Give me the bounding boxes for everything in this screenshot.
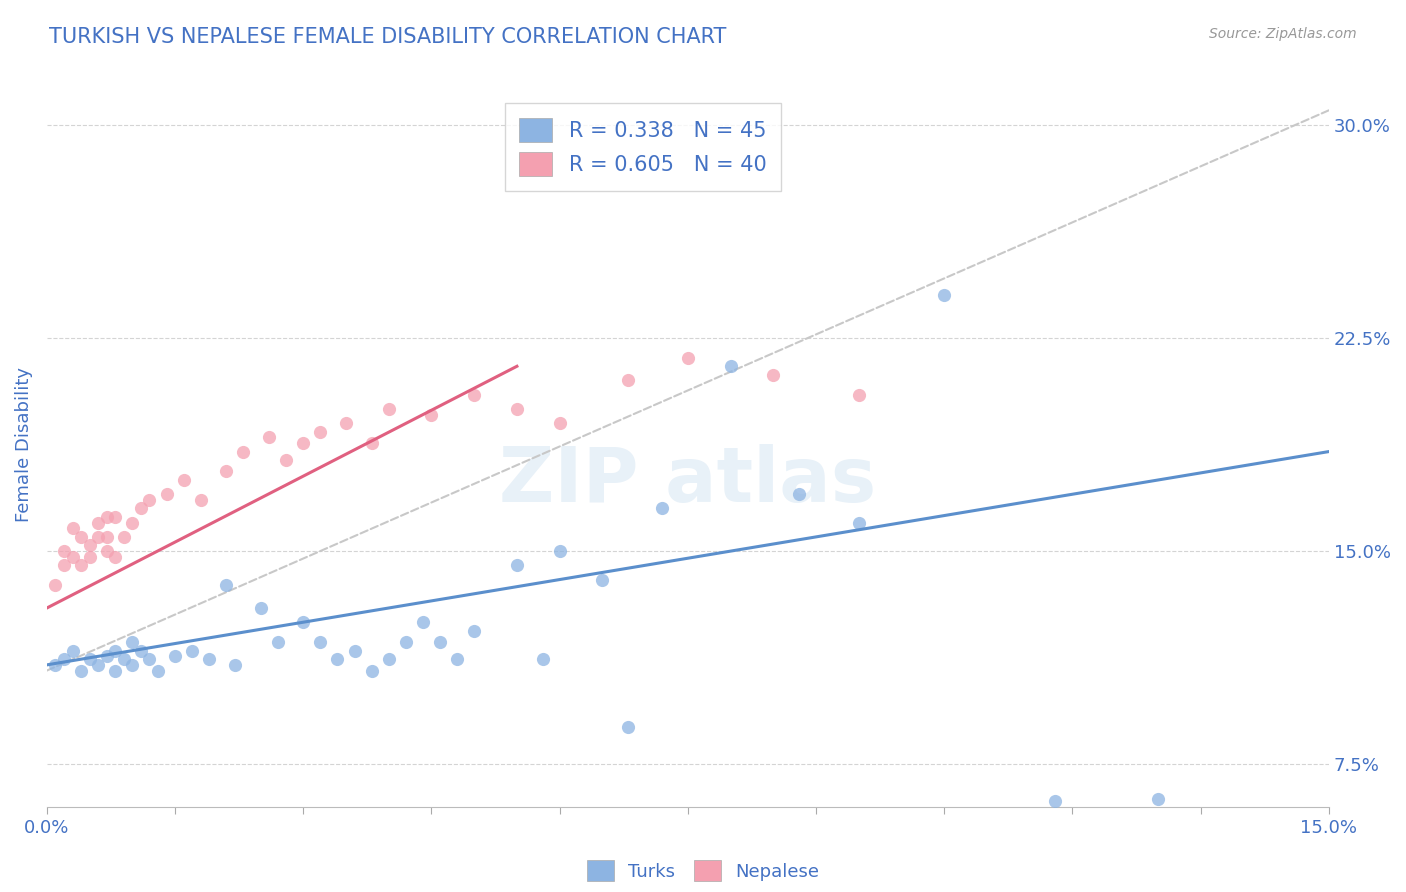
Point: [146, 664, 169, 678]
Point: [651, 501, 673, 516]
Text: TURKISH VS NEPALESE FEMALE DISABILITY CORRELATION CHART: TURKISH VS NEPALESE FEMALE DISABILITY CO…: [49, 27, 727, 46]
Point: [506, 401, 529, 416]
Point: [215, 578, 238, 592]
Point: [420, 408, 443, 422]
Point: [377, 401, 399, 416]
Point: [446, 652, 468, 666]
Point: [309, 425, 332, 439]
Point: [155, 487, 177, 501]
Point: [138, 652, 160, 666]
Point: [53, 544, 76, 558]
Point: [62, 549, 84, 564]
Point: [463, 388, 485, 402]
Point: [112, 652, 135, 666]
Point: [548, 416, 571, 430]
Y-axis label: Female Disability: Female Disability: [15, 367, 32, 522]
Point: [44, 657, 66, 672]
Point: [121, 635, 143, 649]
Point: [79, 538, 101, 552]
Point: [292, 615, 315, 630]
Point: [165, 649, 187, 664]
Point: [96, 510, 118, 524]
Point: [276, 453, 298, 467]
Point: [121, 657, 143, 672]
Point: [181, 643, 204, 657]
Point: [506, 558, 529, 573]
Point: [617, 374, 640, 388]
Legend: Turks, Nepalese: Turks, Nepalese: [579, 853, 827, 888]
Text: Source: ZipAtlas.com: Source: ZipAtlas.com: [1209, 27, 1357, 41]
Point: [720, 359, 742, 374]
Point: [232, 444, 254, 458]
Point: [676, 351, 699, 365]
Point: [173, 473, 195, 487]
Point: [343, 643, 366, 657]
Point: [104, 549, 127, 564]
Point: [257, 430, 280, 444]
Point: [70, 558, 93, 573]
Point: [87, 530, 110, 544]
Point: [548, 544, 571, 558]
Point: [79, 652, 101, 666]
Point: [429, 635, 451, 649]
Point: [309, 635, 332, 649]
Point: [129, 501, 152, 516]
Point: [190, 492, 212, 507]
Point: [412, 615, 434, 630]
Point: [96, 530, 118, 544]
Point: [531, 652, 554, 666]
Point: [87, 657, 110, 672]
Point: [96, 649, 118, 664]
Point: [62, 521, 84, 535]
Point: [96, 544, 118, 558]
Point: [1147, 791, 1170, 805]
Point: [762, 368, 785, 382]
Point: [1045, 794, 1067, 808]
Point: [377, 652, 399, 666]
Point: [104, 643, 127, 657]
Point: [787, 487, 810, 501]
Point: [53, 652, 76, 666]
Point: [62, 643, 84, 657]
Point: [53, 558, 76, 573]
Point: [848, 516, 870, 530]
Point: [395, 635, 418, 649]
Point: [121, 516, 143, 530]
Point: [326, 652, 349, 666]
Point: [138, 492, 160, 507]
Point: [360, 664, 382, 678]
Point: [266, 635, 288, 649]
Point: [617, 721, 640, 735]
Point: [249, 601, 271, 615]
Point: [335, 416, 357, 430]
Point: [463, 624, 485, 638]
Point: [104, 664, 127, 678]
Point: [87, 516, 110, 530]
Point: [198, 652, 221, 666]
Legend: R = 0.338   N = 45, R = 0.605   N = 40: R = 0.338 N = 45, R = 0.605 N = 40: [505, 103, 782, 191]
Point: [591, 573, 613, 587]
Point: [70, 664, 93, 678]
Point: [934, 288, 956, 302]
Point: [360, 436, 382, 450]
Point: [215, 465, 238, 479]
Point: [44, 578, 66, 592]
Point: [224, 657, 246, 672]
Point: [79, 549, 101, 564]
Point: [104, 510, 127, 524]
Point: [292, 436, 315, 450]
Point: [70, 530, 93, 544]
Point: [112, 530, 135, 544]
Point: [848, 388, 870, 402]
Text: ZIP atlas: ZIP atlas: [499, 443, 876, 517]
Point: [129, 643, 152, 657]
